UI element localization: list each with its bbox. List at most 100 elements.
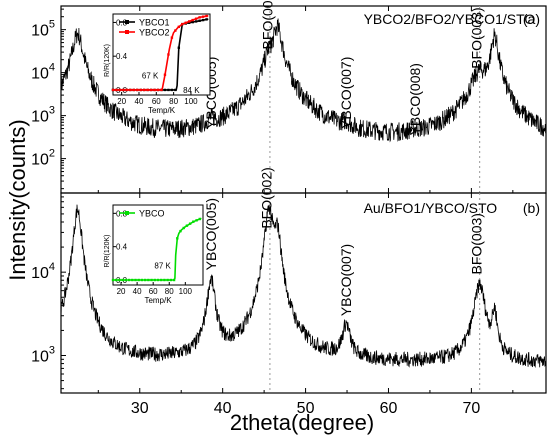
inset-series-marker [153,88,156,92]
inset-series-marker [131,278,134,282]
xrd-trace [60,18,546,143]
y-tick-exponent: 4 [49,62,55,74]
inset-series-marker [127,278,131,282]
panel-frame [60,192,547,394]
inset-series-marker [129,88,132,92]
inset-x-tick-label: 20 [117,287,126,296]
legend-label: YBCO2 [139,28,170,38]
peak-label: YBCO(005) [203,198,219,270]
inset-x-tick-label: 60 [149,287,158,296]
inset-series-marker [167,53,170,56]
y-tick-label: 102 [31,148,55,169]
inset-series-marker [122,88,125,92]
inset-series-marker [194,17,198,20]
inset-series-marker [150,278,153,282]
y-tick-exponent: 2 [49,148,55,160]
inset-series-marker [156,88,160,92]
inset-series-marker [118,88,122,92]
inset-series-marker [184,21,187,24]
x-tick-label: 30 [131,400,149,417]
inset-series-marker [177,46,181,49]
inset-series-marker [201,15,205,18]
inset-series-marker [188,20,191,23]
inset-series-marker [153,278,156,282]
inset-frame [112,13,211,96]
x-tick-label: 70 [462,400,480,417]
inset-series-marker [194,20,198,23]
inset-series-marker [198,217,201,221]
inset-y-label: R/R(120K) [104,234,111,267]
inset-y-tick-label: 0.8 [116,18,128,27]
inset-x-label: Temp/K [148,106,176,115]
inset-series-marker [163,278,166,282]
inset-series-marker [163,73,167,76]
y-tick-exponent: 3 [49,105,55,117]
inset-series-marker [198,16,201,19]
y-tick-label: 103 [31,105,55,126]
inset-series-marker [182,226,185,230]
inset-y-tick-label: 0.4 [116,243,128,252]
inset-series-marker [143,278,147,282]
y-tick-base: 10 [31,66,49,83]
peak-label: YBCO(007) [338,244,354,316]
y-tick-label: 104 [31,261,55,282]
inset-annotation: 67 K [142,71,159,80]
legend-marker [125,211,129,215]
peak-label: YBCO(008) [407,63,423,135]
inset-series-marker [156,278,160,282]
y-tick-base: 10 [31,265,49,282]
inset-y-label: R/R(120K) [104,44,111,77]
peak-label: BFO(002) [259,0,275,49]
inset-series-marker [205,18,208,21]
inset-annotation: 87 K [154,261,171,270]
legend-marker [125,30,129,34]
inset-series-marker [191,20,194,24]
inset-series-marker [147,278,150,282]
inset-series-marker [191,18,194,22]
inset-frame [112,204,204,286]
inset-series-marker [185,224,189,227]
inset-series-marker [166,278,169,282]
inset-series-marker [201,18,205,22]
inset-series-marker [125,88,129,92]
inset-x-tick-label: 80 [169,97,178,106]
inset-series-marker [115,88,118,92]
legend-label: YBCO1 [139,18,170,28]
inset-series-marker [111,88,115,92]
x-tick-label: 60 [380,400,398,417]
inset-x-tick-label: 20 [117,97,126,106]
inset-series-marker [179,229,182,233]
inset-chart: 204060801000.00.40.8Temp/KR/R(120K)YBCO8… [104,204,204,305]
inset-series-marker [181,22,184,26]
peak-label: BFO(002) [259,167,275,228]
inset-series-marker [134,278,137,282]
peak-label: BFO(003) [468,7,484,68]
panel-label: (a) [523,11,540,27]
peak-label: BFO(003) [468,213,484,274]
inset-series-marker [136,88,139,92]
y-tick-exponent: 4 [49,261,55,273]
inset-series-marker [195,219,198,222]
inset-series-marker [118,278,121,282]
y-tick-exponent: 3 [49,345,55,357]
inset-series-marker [139,88,142,92]
panel-label: (b) [523,200,540,216]
inset-series-marker [137,278,140,282]
y-tick-label: 103 [31,345,55,366]
inset-series-marker [172,278,176,282]
inset-x-label: Temp/K [144,296,172,305]
y-tick-base: 10 [31,109,49,126]
y-tick-label: 105 [31,19,55,40]
inset-x-tick-label: 40 [133,287,142,296]
inset-series-marker [188,222,192,225]
y-tick-base: 10 [31,23,49,40]
inset-series-marker [160,88,163,92]
inset-x-tick-label: 100 [184,97,198,106]
inset-series-marker [174,29,177,32]
x-axis-label: 2theta(degree) [230,410,374,435]
x-tick-label: 40 [214,400,232,417]
inset-series-marker [146,88,149,92]
